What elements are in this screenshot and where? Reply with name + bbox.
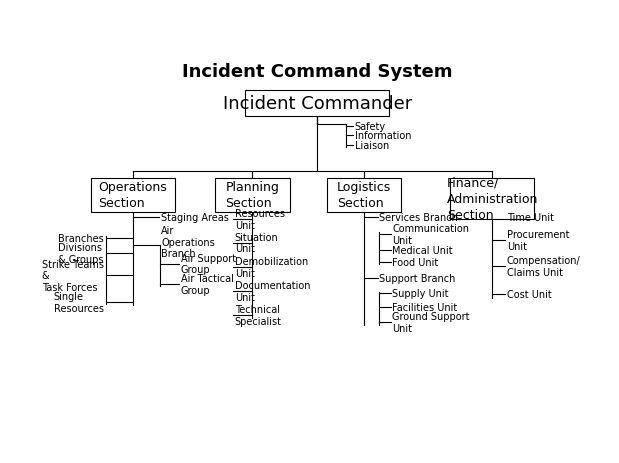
Text: Technical
Specialist: Technical Specialist bbox=[235, 304, 282, 326]
Text: Food Unit: Food Unit bbox=[392, 257, 438, 267]
Text: Planning
Section: Planning Section bbox=[225, 181, 279, 210]
Text: Communication
Unit: Communication Unit bbox=[392, 224, 469, 245]
FancyBboxPatch shape bbox=[327, 178, 402, 212]
Text: Resources
Unit: Resources Unit bbox=[235, 209, 285, 230]
Text: Branches: Branches bbox=[58, 233, 104, 244]
Text: Support Branch: Support Branch bbox=[379, 273, 456, 283]
Text: Finance/
Administration
Section: Finance/ Administration Section bbox=[447, 176, 538, 221]
Text: Strike Teams
&
Task Forces: Strike Teams & Task Forces bbox=[41, 259, 104, 292]
Text: Staging Areas: Staging Areas bbox=[162, 213, 229, 223]
Text: Supply Unit: Supply Unit bbox=[392, 289, 449, 299]
FancyBboxPatch shape bbox=[245, 90, 389, 117]
Text: Air
Operations
Branch: Air Operations Branch bbox=[162, 225, 215, 258]
Text: Facilities Unit: Facilities Unit bbox=[392, 302, 457, 312]
Text: Single
Resources: Single Resources bbox=[54, 292, 104, 313]
Text: Incident Command System: Incident Command System bbox=[182, 63, 452, 81]
Text: Procurement
Unit: Procurement Unit bbox=[507, 230, 569, 251]
Text: Information: Information bbox=[355, 131, 411, 141]
Text: Time Unit: Time Unit bbox=[507, 213, 554, 223]
Text: Medical Unit: Medical Unit bbox=[392, 246, 452, 256]
Text: Air Tactical
Group: Air Tactical Group bbox=[181, 274, 233, 295]
Text: Ground Support
Unit: Ground Support Unit bbox=[392, 312, 470, 333]
Text: Safety: Safety bbox=[355, 122, 386, 132]
Text: Logistics
Section: Logistics Section bbox=[337, 181, 391, 210]
Text: Incident Commander: Incident Commander bbox=[223, 95, 412, 113]
Text: Documentation
Unit: Documentation Unit bbox=[235, 281, 310, 302]
Text: Operations
Section: Operations Section bbox=[98, 181, 167, 210]
Text: Cost Unit: Cost Unit bbox=[507, 289, 552, 300]
Text: Compensation/
Claims Unit: Compensation/ Claims Unit bbox=[507, 256, 581, 277]
FancyBboxPatch shape bbox=[451, 178, 534, 219]
Text: Liaison: Liaison bbox=[355, 140, 389, 150]
Text: Divisions
& Groups: Divisions & Groups bbox=[58, 243, 104, 264]
Text: Air Support
Group: Air Support Group bbox=[181, 253, 236, 275]
FancyBboxPatch shape bbox=[215, 178, 290, 212]
Text: Situation
Unit: Situation Unit bbox=[235, 232, 279, 254]
Text: Services Branch: Services Branch bbox=[379, 213, 458, 223]
Text: Demobilization
Unit: Demobilization Unit bbox=[235, 257, 308, 278]
FancyBboxPatch shape bbox=[90, 178, 175, 212]
